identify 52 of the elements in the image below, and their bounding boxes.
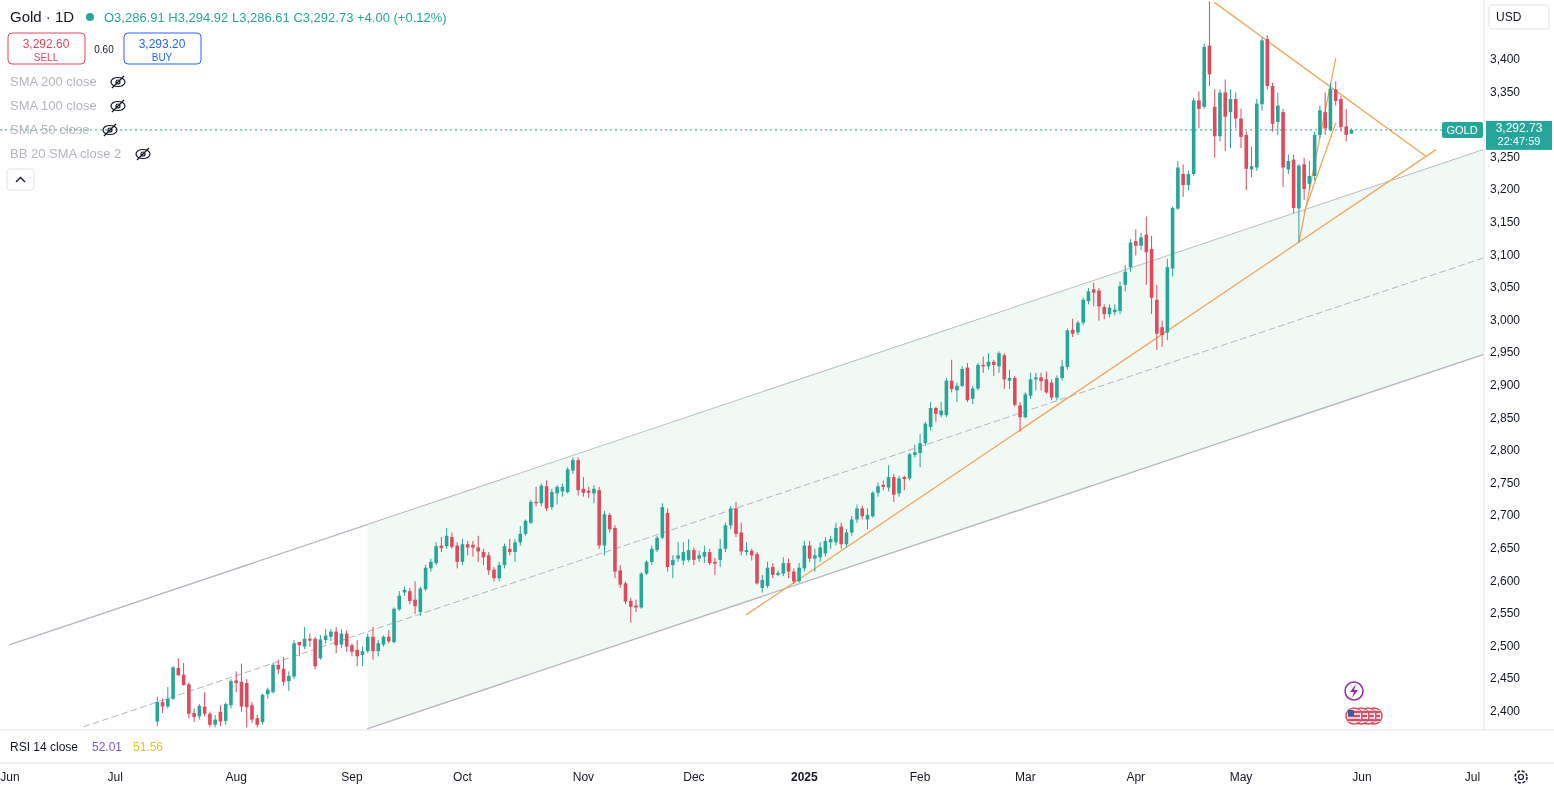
x-tick-label: Nov bbox=[572, 770, 595, 784]
y-tick-label: 2,850 bbox=[1490, 410, 1521, 425]
y-tick-label: 3,100 bbox=[1490, 247, 1521, 262]
y-tick-label: 2,550 bbox=[1490, 606, 1521, 621]
text: O3,286.91 H3,294.92 L3,286.61 C3,292.73 +4.00 (+0.12%) bbox=[104, 10, 447, 25]
text: 51.56 bbox=[133, 740, 164, 754]
y-tick-label: 3,150 bbox=[1490, 215, 1521, 230]
annotation: BB 20 SMA close 2 bbox=[10, 146, 122, 161]
y-tick-label: 2,900 bbox=[1490, 378, 1521, 393]
y-tick-label: 2,500 bbox=[1490, 638, 1521, 653]
annotation: 3,293.20 bbox=[138, 37, 186, 51]
annotation: 0.60 bbox=[94, 44, 115, 55]
y-tick-label: 3,050 bbox=[1490, 280, 1521, 295]
y-tick-label: 2,800 bbox=[1490, 443, 1521, 458]
text: RSI 14 close bbox=[10, 740, 79, 754]
y-tick-label: 3,350 bbox=[1490, 84, 1521, 99]
annotation: BUY bbox=[151, 52, 173, 63]
text: 52.01 bbox=[92, 740, 123, 754]
annotation: 3,292.60 bbox=[22, 37, 70, 51]
annotation: SMA 50 close bbox=[10, 122, 90, 137]
x-tick-label: Aug bbox=[225, 770, 247, 784]
x-tick-label: 2025 bbox=[791, 770, 819, 784]
x-tick-label: Jul bbox=[107, 770, 123, 784]
y-tick-label: 2,700 bbox=[1490, 508, 1521, 523]
annotation: SMA 100 close bbox=[10, 98, 97, 113]
y-tick-label: 2,650 bbox=[1490, 540, 1521, 555]
x-tick-label: Apr bbox=[1126, 770, 1146, 784]
y-tick-label: 3,200 bbox=[1490, 182, 1521, 197]
x-tick-label: Jul bbox=[1464, 770, 1481, 784]
y-tick-label: 3,400 bbox=[1490, 52, 1521, 67]
x-tick-label: Jun bbox=[0, 770, 20, 784]
y-tick-label: 2,950 bbox=[1490, 345, 1521, 360]
y-tick-label: 2,750 bbox=[1490, 475, 1521, 490]
y-tick-label: 2,600 bbox=[1490, 573, 1521, 588]
x-tick-label: Sep bbox=[341, 770, 363, 784]
annotation: SELL bbox=[33, 52, 59, 63]
ref-line-label: 3,292.73 bbox=[1495, 121, 1543, 136]
text: 22:47:59 bbox=[1497, 134, 1541, 147]
x-tick-label: Jun bbox=[1352, 770, 1372, 784]
x-tick-label: Feb bbox=[909, 770, 931, 784]
annotation: GOLD bbox=[1446, 123, 1478, 136]
x-tick-label: Oct bbox=[453, 770, 473, 784]
y-tick-label: 2,400 bbox=[1490, 703, 1521, 718]
y-tick-label: 3,250 bbox=[1490, 149, 1521, 164]
text: USD bbox=[1496, 10, 1522, 24]
x-tick-label: Mar bbox=[1014, 770, 1036, 784]
annotation: SMA 200 close bbox=[10, 74, 97, 89]
y-tick-label: 2,450 bbox=[1490, 671, 1521, 686]
x-tick-label: May bbox=[1229, 770, 1253, 784]
y-tick-label: 3,000 bbox=[1490, 312, 1521, 327]
text: Gold · 1D bbox=[10, 8, 75, 25]
x-tick-label: Dec bbox=[683, 770, 705, 784]
